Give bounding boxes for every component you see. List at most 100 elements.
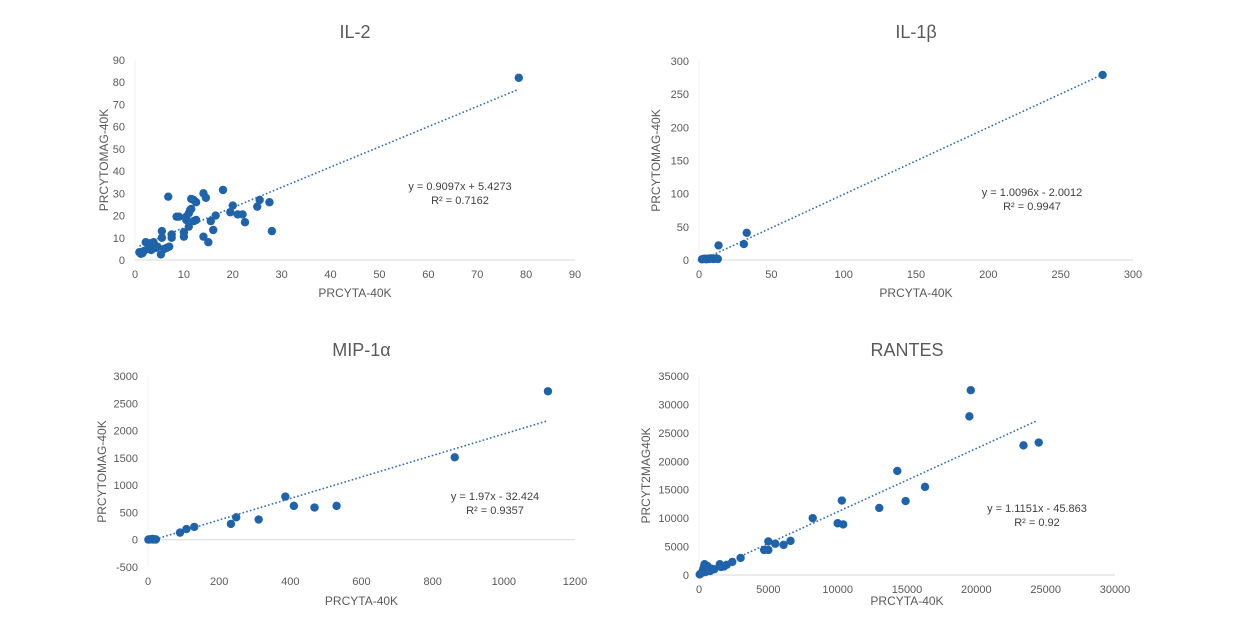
data-point — [174, 212, 184, 221]
chart-title: RANTES — [870, 340, 943, 360]
data-point — [209, 225, 218, 235]
x-tick-label: 25000 — [1030, 584, 1061, 596]
data-point — [742, 228, 751, 238]
data-point — [167, 233, 176, 242]
data-point — [267, 226, 277, 236]
trendline-equation: y = 1.0096x - 2.0012 — [982, 187, 1083, 199]
data-point — [310, 503, 319, 512]
data-point — [228, 201, 237, 210]
x-tick-label: 30 — [276, 269, 288, 281]
y-tick-label: 500 — [120, 507, 138, 519]
data-point — [165, 242, 174, 251]
data-point — [157, 233, 167, 242]
data-point — [240, 218, 250, 227]
x-tick-label: 30000 — [1100, 584, 1131, 596]
chart-il1b: IL-1β 0 50 100 150 200 250 300 0 50 100 150 200 250 30… — [620, 0, 1241, 320]
data-point — [920, 482, 930, 492]
chart-mip1a: MIP-1α 0 200 400 600 800 1000 1200 -500 0 500 1000 1… — [0, 320, 620, 641]
x-tick-label: 20000 — [961, 584, 992, 596]
data-point — [543, 387, 553, 396]
x-tick-label: 300 — [1124, 269, 1142, 281]
x-tick-label: 200 — [210, 576, 228, 588]
y-tick-label: 15000 — [658, 485, 689, 497]
y-tick-label: 30 — [113, 188, 125, 200]
data-point — [966, 386, 975, 395]
data-point — [764, 545, 773, 555]
y-tick-label: 90 — [113, 55, 125, 67]
data-point — [736, 553, 745, 563]
data-point — [204, 238, 213, 247]
data-point — [713, 254, 723, 264]
y-tick-label: 200 — [671, 122, 689, 134]
data-point — [206, 216, 215, 226]
data-point — [893, 466, 902, 476]
data-point — [728, 557, 737, 567]
y-tick-label: 0 — [132, 535, 138, 547]
y-tick-label: -500 — [116, 562, 138, 574]
y-tick-label: 300 — [671, 56, 689, 68]
data-point — [514, 73, 523, 82]
y-tick-label: 3000 — [114, 371, 138, 383]
x-tick-label: 10000 — [822, 584, 853, 596]
data-point — [332, 501, 341, 511]
chart-svg: IL-1β 0 50 100 150 200 250 300 0 50 100 150 200 250 30… — [649, 22, 1142, 300]
trendline-equation: y = 1.1151x - 45.863 — [987, 503, 1087, 515]
data-point — [191, 198, 201, 207]
x-axis-label: PRCYTA-40K — [870, 594, 943, 608]
trendline-equation: y = 1.97x - 32.424 — [451, 491, 539, 503]
data-point — [190, 522, 199, 532]
data-point — [187, 204, 196, 214]
y-tick-label: 2000 — [114, 426, 138, 438]
x-tick-label: 0 — [696, 269, 702, 281]
y-tick-label: 80 — [113, 77, 125, 89]
r-squared-label: R² = 0.7162 — [431, 195, 489, 207]
y-tick-label: 25000 — [658, 428, 689, 440]
x-axis-label: PRCYTA-40K — [879, 286, 952, 300]
r-squared-label: R² = 0.9947 — [1003, 201, 1061, 213]
x-tick-label: 800 — [423, 576, 441, 588]
data-point — [201, 193, 211, 202]
x-tick-label: 10 — [178, 269, 190, 281]
data-point — [157, 226, 167, 236]
data-point — [1034, 438, 1043, 447]
chart-il2: IL-2 0 10 20 30 40 50 60 70 80 90 0 10 20 30 40 50 60 70 80… — [0, 0, 620, 320]
data-point — [779, 540, 788, 550]
y-tick-label: 40 — [113, 166, 125, 178]
x-tick-label: 100 — [834, 269, 852, 281]
data-point — [764, 537, 773, 546]
y-tick-label: 30000 — [658, 399, 689, 411]
y-tick-label: 250 — [671, 89, 689, 101]
trendline — [147, 419, 549, 543]
x-tick-label: 250 — [1051, 269, 1069, 281]
x-axis-label: PRCYTA-40K — [325, 594, 398, 608]
trendline — [139, 88, 520, 247]
data-point — [153, 242, 162, 251]
y-tick-label: 0 — [119, 255, 125, 267]
data-point — [837, 496, 847, 505]
data-point — [965, 412, 974, 421]
data-point — [164, 192, 173, 201]
x-tick-label: 40 — [324, 269, 336, 281]
y-tick-label: 70 — [113, 99, 125, 111]
trendline — [698, 419, 1038, 576]
x-tick-label: 70 — [471, 269, 483, 281]
x-tick-label: 200 — [979, 269, 997, 281]
y-tick-label: 50 — [113, 144, 125, 156]
data-point — [238, 210, 247, 219]
chart-svg: IL-2 0 10 20 30 40 50 60 70 80 90 0 10 20 30 40 50 60 70 80… — [97, 22, 581, 300]
x-tick-label: 0 — [696, 584, 702, 596]
y-tick-label: 0 — [683, 570, 689, 582]
y-tick-label: 50 — [677, 222, 689, 234]
y-tick-label: 2500 — [114, 398, 138, 410]
x-tick-label: 150 — [907, 269, 925, 281]
x-tick-label: 1000 — [492, 576, 516, 588]
y-tick-label: 1000 — [114, 480, 138, 492]
y-tick-label: 100 — [671, 189, 689, 201]
x-tick-label: 50 — [373, 269, 385, 281]
y-tick-label: 20000 — [658, 456, 689, 468]
data-point — [179, 228, 189, 237]
data-point — [839, 520, 848, 529]
data-point — [199, 232, 208, 241]
data-point — [253, 202, 262, 211]
data-point — [232, 513, 241, 522]
